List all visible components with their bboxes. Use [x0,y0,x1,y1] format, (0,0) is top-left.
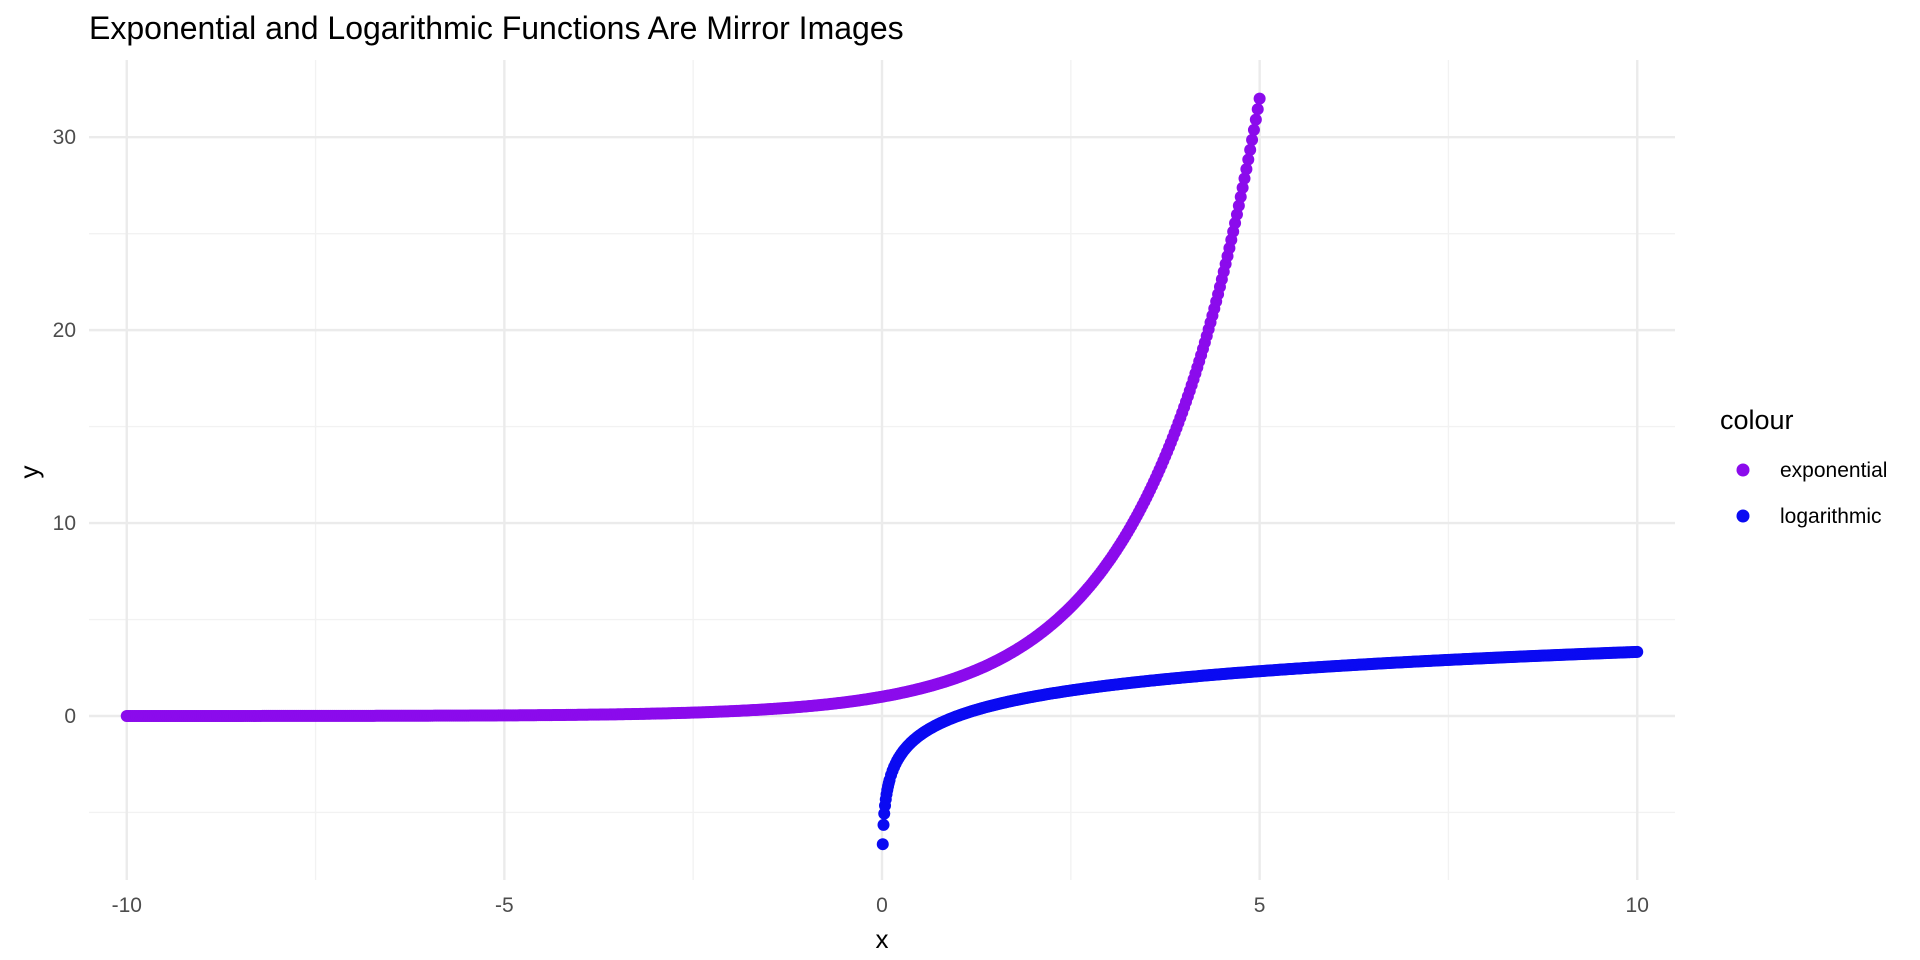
chart-title: Exponential and Logarithmic Functions Ar… [89,10,904,46]
y-tick-label: 0 [64,705,76,728]
data-point [1246,133,1259,146]
data-point [1240,163,1253,176]
legend-label-exponential: exponential [1780,459,1887,482]
data-point [1251,103,1264,116]
legend-key-exponential [1736,463,1750,477]
axis-ticks: -10 -5 0 5 10 0 10 20 30 [53,126,1649,917]
data-point [1247,123,1260,136]
y-axis-title: y [14,466,44,479]
x-tick-label: 5 [1254,894,1266,917]
legend-label-logarithmic: logarithmic [1780,505,1882,528]
data-point [1242,153,1255,166]
y-tick-label: 20 [53,319,76,342]
legend: colour exponential logarithmic [1720,405,1887,528]
data-point [1253,92,1266,105]
data-point [1238,172,1251,185]
data-point [877,818,890,831]
legend-key-logarithmic [1736,509,1750,523]
grid [89,60,1675,880]
x-tick-label: -5 [495,894,514,917]
y-tick-label: 30 [53,126,76,149]
data-point [1234,190,1247,203]
data-point [876,838,889,851]
x-axis-title: x [876,924,889,954]
data-point [1244,143,1257,156]
data-point [1236,181,1249,194]
data-point [1249,113,1262,126]
plot-area [120,92,1644,851]
x-tick-label: -10 [112,894,142,917]
legend-title: colour [1720,405,1794,435]
data-point [1232,199,1245,212]
y-tick-label: 10 [53,512,76,535]
x-tick-label: 0 [876,894,888,917]
x-tick-label: 10 [1626,894,1649,917]
data-point [1631,645,1644,658]
series-logarithmic [876,645,1644,851]
series-exponential [120,92,1266,722]
